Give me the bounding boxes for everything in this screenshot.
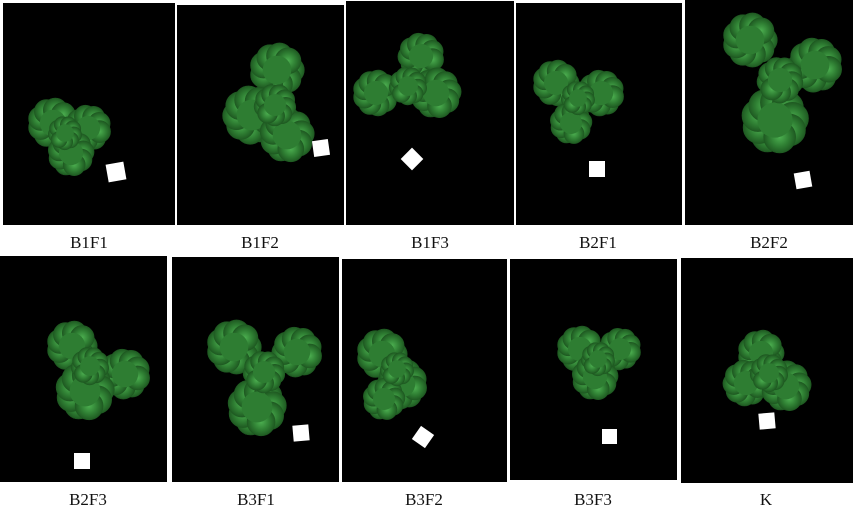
reference-square	[411, 425, 435, 449]
reference-square	[311, 138, 331, 158]
reference-square	[793, 170, 813, 190]
reference-square	[758, 412, 776, 430]
plant-canopy-drawing	[723, 12, 842, 190]
leaf-cluster	[749, 354, 788, 393]
plant-canopy-drawing	[28, 97, 127, 183]
reference-square	[589, 161, 605, 177]
plant-photo-b3f1	[172, 257, 339, 482]
leaf-cluster	[47, 116, 82, 151]
reference-square	[105, 161, 127, 183]
leaf-cluster	[207, 319, 262, 375]
plant-canopy-drawing	[557, 325, 641, 444]
plant-canopy-drawing	[47, 320, 150, 469]
plant-canopy-drawing	[222, 42, 331, 163]
caption-b2f2: B2F2	[750, 233, 788, 252]
leaf-cluster	[388, 67, 427, 106]
caption-k: K	[759, 490, 773, 509]
plant-photo-b3f3	[510, 259, 677, 480]
caption-b1f3: B1F3	[411, 233, 449, 252]
caption-b2f3: B2F3	[69, 490, 107, 509]
plant-photo-b3f2	[342, 259, 507, 482]
leaf-cluster	[723, 12, 778, 68]
plant-canopy-drawing	[722, 329, 812, 430]
plant-photo-b1f1	[3, 3, 175, 225]
leaf-cluster	[242, 351, 286, 394]
caption-b1f1: B1F1	[70, 233, 108, 252]
plant-photo-b1f2	[177, 5, 344, 225]
plant-photo-b2f2	[685, 0, 853, 225]
leaf-cluster	[787, 37, 842, 93]
leaf-cluster	[580, 342, 615, 377]
caption-b3f1: B3F1	[237, 490, 275, 509]
leaf-cluster	[353, 69, 400, 117]
plant-photo-k	[681, 258, 853, 483]
reference-square	[400, 147, 424, 171]
caption-b3f3: B3F3	[574, 490, 612, 509]
plant-photo-b1f3	[346, 1, 514, 225]
leaf-cluster	[99, 348, 150, 400]
plant-canopy-drawing	[207, 319, 322, 442]
plant-canopy-drawing	[353, 32, 462, 171]
caption-b3f2: B3F2	[405, 490, 443, 509]
reference-square	[602, 429, 617, 444]
caption-b2f1: B2F1	[579, 233, 617, 252]
leaf-cluster	[379, 352, 414, 387]
leaf-cluster	[70, 347, 109, 386]
leaf-cluster	[756, 57, 804, 104]
leaf-cluster	[271, 326, 322, 378]
plant-canopy-drawing	[533, 59, 624, 177]
leaf-cluster	[227, 377, 287, 437]
reference-square	[292, 424, 310, 442]
plant-canopy-drawing	[357, 328, 435, 449]
leaf-cluster	[560, 81, 595, 116]
leaf-cluster	[363, 377, 406, 420]
leaf-cluster	[253, 84, 297, 127]
caption-b1f2: B1F2	[241, 233, 279, 252]
plant-photo-b2f1	[516, 3, 682, 225]
reference-square	[74, 453, 90, 469]
plant-photo-b2f3	[0, 256, 167, 482]
